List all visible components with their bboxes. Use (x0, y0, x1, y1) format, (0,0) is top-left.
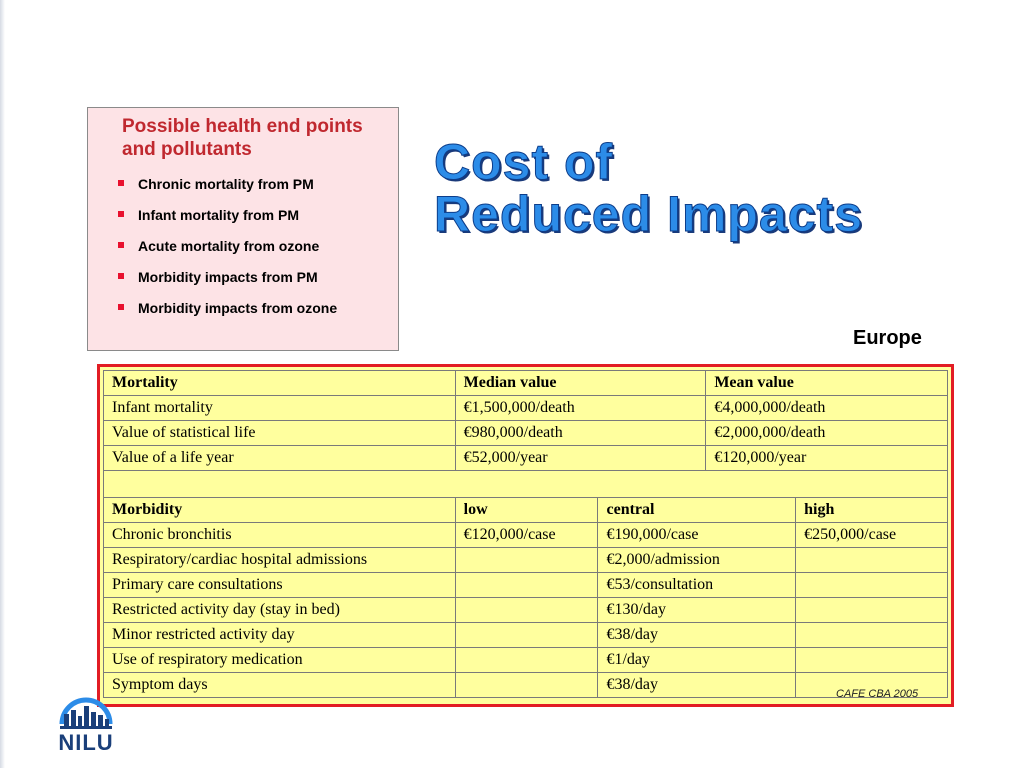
table-header-cell: low (454, 497, 599, 523)
nilu-skyline-icon (59, 697, 113, 729)
table-cell: €250,000/case (795, 522, 948, 548)
table-cell (795, 647, 948, 673)
table-header-cell: Mean value (705, 370, 948, 396)
health-endpoints-list: Chronic mortality from PM Infant mortali… (116, 176, 396, 331)
table-cell: Restricted activity day (stay in bed) (103, 597, 456, 623)
table-cell: €1,500,000/death (454, 395, 707, 421)
table-cell: €52,000/year (454, 445, 707, 471)
table-row: Respiratory/cardiac hospital admissions … (103, 547, 948, 573)
table-cell: €4,000,000/death (705, 395, 948, 421)
table-cell: €53/consultation (597, 572, 797, 598)
health-endpoints-title: Possible health end points and pollutant… (122, 116, 363, 160)
table-cell (795, 547, 948, 573)
list-item: Morbidity impacts from ozone (116, 300, 396, 317)
bullet-icon (118, 180, 124, 186)
table-cell (454, 597, 599, 623)
mortality-header-row: Mortality Median value Mean value (103, 370, 948, 396)
table-cell (795, 672, 948, 698)
table-cell: €130/day (597, 597, 797, 623)
list-item: Acute mortality from ozone (116, 238, 396, 255)
morbidity-header-row: Morbidity low central high (103, 497, 948, 523)
bullet-icon (118, 273, 124, 279)
table-cell: €38/day (597, 622, 797, 648)
table-cell: €190,000/case (597, 522, 797, 548)
bullet-icon (118, 304, 124, 310)
cost-table: Mortality Median value Mean value Infant… (103, 370, 948, 698)
table-cell (454, 547, 599, 573)
region-label: Europe (853, 327, 922, 349)
table-cell: Use of respiratory medication (103, 647, 456, 673)
table-row: Value of a life year €52,000/year €120,0… (103, 445, 948, 471)
table-header-cell: Morbidity (103, 497, 456, 523)
table-row: Infant mortality €1,500,000/death €4,000… (103, 395, 948, 421)
cost-table-frame: Mortality Median value Mean value Infant… (97, 364, 954, 707)
table-cell: €980,000/death (454, 420, 707, 446)
list-item: Chronic mortality from PM (116, 176, 396, 193)
table-cell (454, 672, 599, 698)
table-cell: Value of a life year (103, 445, 456, 471)
table-cell (795, 597, 948, 623)
table-cell (795, 572, 948, 598)
table-cell: €120,000/case (454, 522, 599, 548)
table-cell (454, 572, 599, 598)
table-cell: Primary care consultations (103, 572, 456, 598)
table-spacer-cell (103, 470, 948, 498)
table-cell: Symptom days (103, 672, 456, 698)
source-note: CAFE CBA 2005 (836, 688, 919, 700)
table-cell: Minor restricted activity day (103, 622, 456, 648)
nilu-logo-text: NILU (58, 730, 114, 755)
nilu-logo: NILU (56, 686, 116, 756)
table-cell: €38/day (597, 672, 797, 698)
table-row: Restricted activity day (stay in bed) €1… (103, 597, 948, 623)
slide-title-line-1: Cost of (434, 134, 614, 190)
table-cell (795, 622, 948, 648)
table-cell: €2,000/admission (597, 547, 797, 573)
table-cell: €120,000/year (705, 445, 948, 471)
table-cell (454, 647, 599, 673)
table-cell: Infant mortality (103, 395, 456, 421)
slide-edge-decoration (0, 0, 5, 768)
table-row: Value of statistical life €980,000/death… (103, 420, 948, 446)
table-cell: Value of statistical life (103, 420, 456, 446)
bullet-icon (118, 211, 124, 217)
table-header-cell: high (795, 497, 948, 523)
table-row: Minor restricted activity day €38/day (103, 622, 948, 648)
health-endpoints-box: Possible health end points and pollutant… (87, 107, 399, 351)
table-cell (454, 622, 599, 648)
table-header-cell: central (597, 497, 797, 523)
table-row: Use of respiratory medication €1/day (103, 647, 948, 673)
table-cell: Chronic bronchitis (103, 522, 456, 548)
slide-title: Cost of Reduced Impacts (434, 134, 994, 242)
table-row: Symptom days €38/day (103, 672, 948, 698)
bullet-icon (118, 242, 124, 248)
table-spacer-row (103, 470, 948, 498)
table-header-cell: Mortality (103, 370, 456, 396)
table-cell: Respiratory/cardiac hospital admissions (103, 547, 456, 573)
list-item: Morbidity impacts from PM (116, 269, 396, 286)
table-row: Chronic bronchitis €120,000/case €190,00… (103, 522, 948, 548)
table-cell: €2,000,000/death (705, 420, 948, 446)
list-item: Infant mortality from PM (116, 207, 396, 224)
table-row: Primary care consultations €53/consultat… (103, 572, 948, 598)
table-cell: €1/day (597, 647, 797, 673)
table-header-cell: Median value (454, 370, 707, 396)
slide-title-line-2: Reduced Impacts (434, 186, 864, 242)
